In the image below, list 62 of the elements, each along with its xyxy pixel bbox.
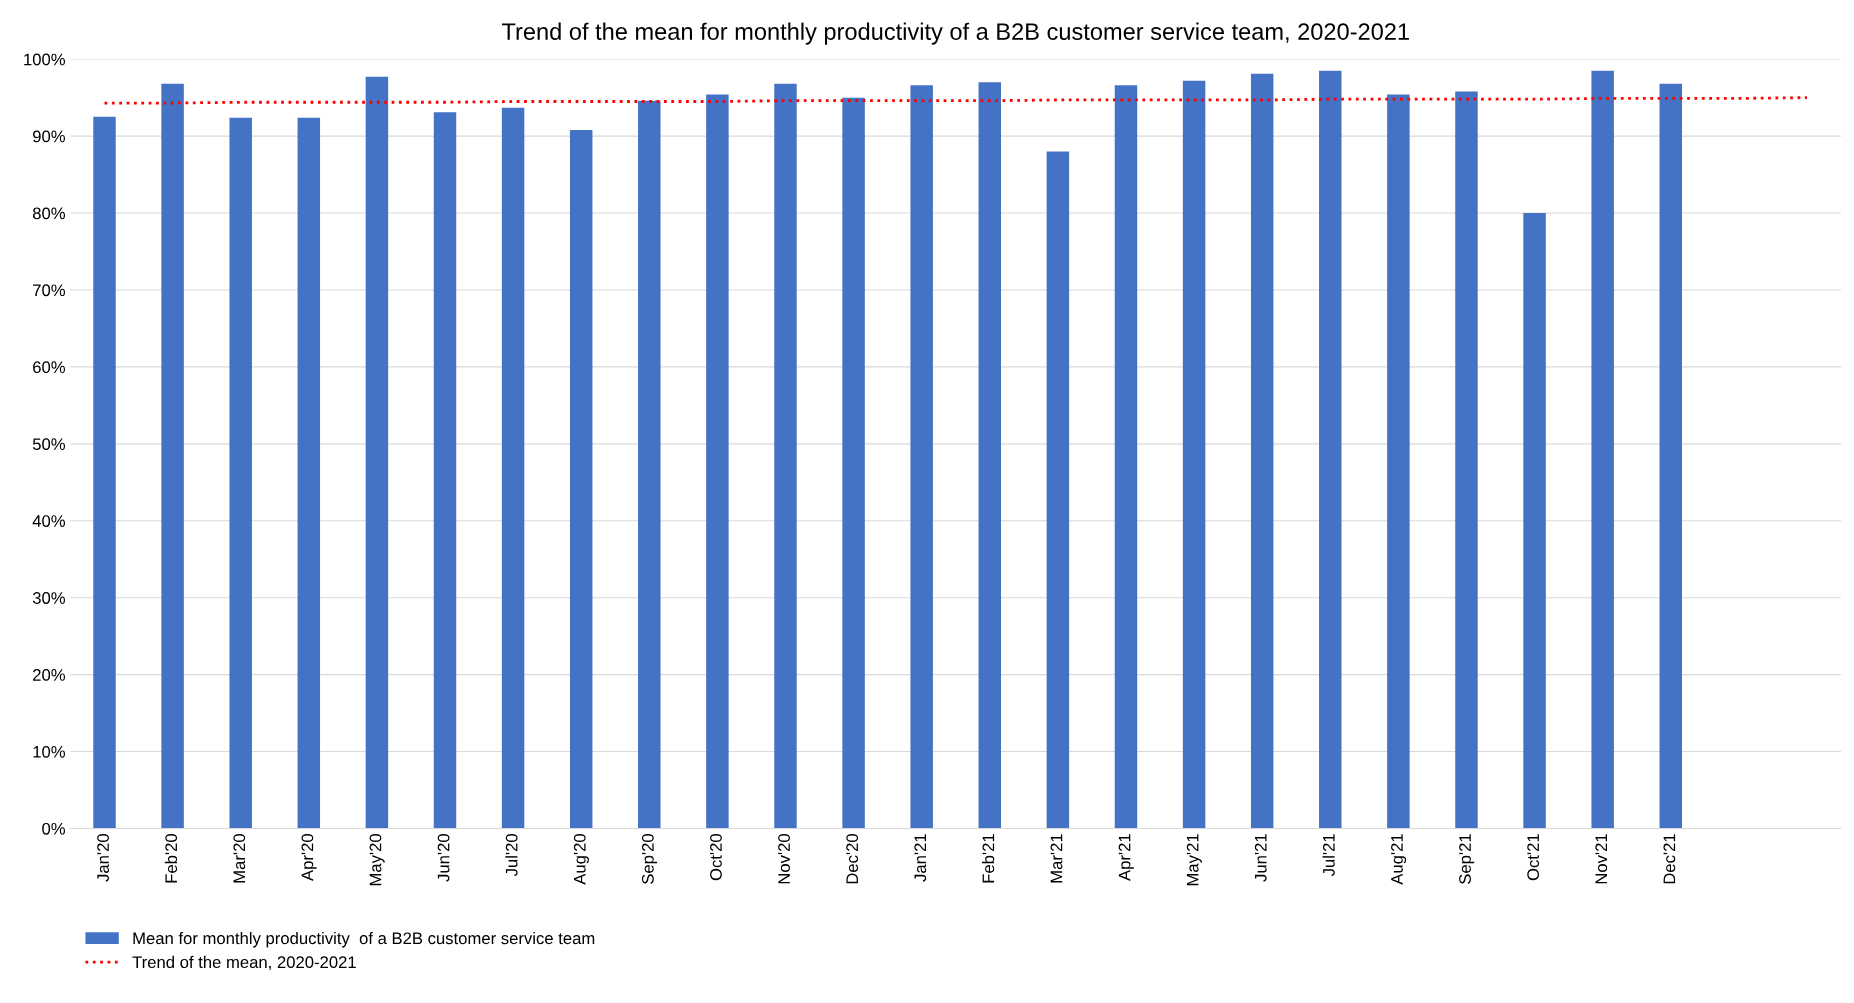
- bar: [297, 117, 321, 829]
- bar: [1455, 91, 1478, 829]
- bar: [1319, 70, 1342, 829]
- chart-title: Trend of the mean for monthly productivity of a B2B customer service team, 2020-2021: [502, 22, 1409, 45]
- y-tick-label: 0%: [42, 822, 65, 835]
- y-tick-label: 10%: [33, 745, 65, 758]
- x-tick-label: Jul'21: [1322, 834, 1335, 877]
- x-tick-label: Apr'20: [301, 833, 317, 881]
- x-tick-label: Sep'21: [1459, 834, 1475, 884]
- x-tick-label: May'20: [369, 833, 385, 886]
- x-tick-label: Sep'20: [641, 833, 658, 884]
- bar: [501, 107, 525, 829]
- x-tick-label: Dec'21: [1663, 834, 1676, 884]
- x-tick-label: Aug'21: [1391, 834, 1407, 885]
- bar: [1046, 151, 1070, 829]
- bar: [229, 117, 252, 829]
- x-tick-label: Mar'20: [233, 833, 246, 883]
- x-tick-label: Nov'20: [778, 833, 790, 884]
- x-tick-label: Jun'21: [1254, 834, 1267, 882]
- bar: [1182, 80, 1206, 829]
- bar: [569, 129, 593, 829]
- y-tick-label: 80%: [32, 207, 65, 220]
- x-tick-label: Jan'20: [97, 833, 109, 882]
- x-tick-label: Oct'20: [710, 833, 722, 881]
- x-tick-label: Jun'20: [437, 833, 450, 882]
- legend-label: Trend of the mean, 2020-2021: [132, 955, 356, 971]
- bar: [978, 82, 1002, 829]
- bar: [1387, 94, 1410, 829]
- bar: [1114, 85, 1138, 829]
- x-tick-label: Aug'20: [573, 833, 589, 885]
- bar: [1250, 73, 1274, 829]
- y-tick-label: 40%: [32, 515, 65, 527]
- x-tick-label: Feb'20: [164, 833, 178, 883]
- bar: [842, 97, 865, 829]
- bar: [774, 83, 797, 829]
- y-tick-label: 30%: [32, 592, 65, 604]
- x-tick-label: Mar'21: [1050, 834, 1063, 883]
- bar: [1659, 83, 1683, 829]
- x-tick-label: Oct'21: [1527, 834, 1540, 881]
- y-tick-label: 60%: [33, 361, 65, 374]
- x-tick-label: Jul'20: [505, 833, 518, 877]
- bar: [161, 83, 184, 829]
- x-tick-label: May'21: [1186, 834, 1202, 886]
- x-tick-label: Apr'21: [1118, 834, 1134, 881]
- bar: [706, 94, 729, 829]
- bar: [1523, 213, 1546, 829]
- bar: [638, 100, 661, 829]
- y-tick-label: 20%: [33, 669, 65, 681]
- y-tick-label: 50%: [32, 438, 65, 451]
- bar: [1591, 70, 1614, 829]
- bar: [910, 85, 933, 829]
- y-tick-label: 90%: [33, 130, 65, 143]
- bar: [93, 116, 116, 829]
- y-tick-label: 70%: [33, 284, 65, 297]
- y-tick-label: 100%: [24, 53, 65, 66]
- x-tick-label: Dec'20: [846, 833, 859, 884]
- bar: [365, 76, 389, 829]
- legend-label: Mean for monthly productivity of a B2B customer service team: [133, 931, 595, 948]
- x-tick-label: Nov'21: [1595, 834, 1608, 884]
- x-tick-label: Feb'21: [982, 834, 995, 883]
- x-tick-label: Jan'21: [914, 834, 927, 882]
- bar: [433, 112, 457, 829]
